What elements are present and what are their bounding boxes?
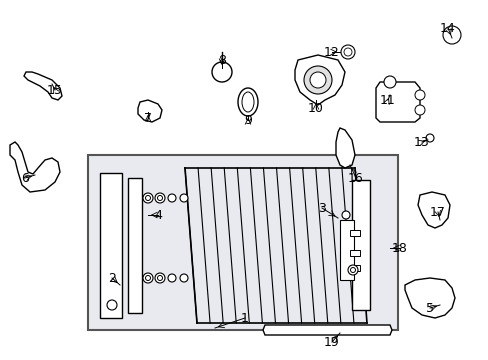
Circle shape	[145, 275, 150, 280]
Circle shape	[212, 62, 231, 82]
Circle shape	[157, 195, 162, 201]
Bar	[339, 220, 353, 280]
Bar	[349, 250, 359, 256]
Circle shape	[157, 275, 162, 280]
Polygon shape	[404, 278, 454, 318]
Text: 16: 16	[347, 171, 363, 185]
Text: 14: 14	[439, 22, 455, 35]
Text: 18: 18	[391, 242, 407, 255]
Circle shape	[180, 274, 187, 282]
Text: 9: 9	[244, 113, 251, 126]
Circle shape	[343, 48, 351, 56]
Circle shape	[309, 72, 325, 88]
Circle shape	[180, 194, 187, 202]
Circle shape	[168, 274, 176, 282]
Text: 4: 4	[154, 208, 162, 221]
Polygon shape	[138, 100, 162, 122]
Polygon shape	[263, 325, 391, 335]
Text: 11: 11	[379, 94, 395, 107]
Circle shape	[383, 76, 395, 88]
Bar	[100, 173, 122, 318]
Circle shape	[168, 194, 176, 202]
Bar	[128, 178, 142, 313]
Text: 5: 5	[425, 302, 433, 315]
Polygon shape	[10, 142, 60, 192]
Text: 12: 12	[324, 45, 339, 59]
Polygon shape	[294, 55, 345, 105]
Text: 6: 6	[21, 171, 29, 185]
Circle shape	[145, 195, 150, 201]
Bar	[349, 265, 359, 271]
Circle shape	[350, 267, 355, 273]
Text: 2: 2	[108, 271, 116, 284]
Bar	[88, 155, 397, 330]
Text: 1: 1	[241, 311, 248, 324]
Circle shape	[347, 265, 357, 275]
Text: 7: 7	[143, 112, 152, 125]
Circle shape	[425, 134, 433, 142]
Text: 10: 10	[307, 102, 323, 114]
Circle shape	[442, 26, 460, 44]
Polygon shape	[335, 128, 354, 168]
Circle shape	[414, 105, 424, 115]
Bar	[351, 180, 369, 310]
Polygon shape	[24, 72, 62, 100]
Circle shape	[155, 273, 164, 283]
Text: 8: 8	[218, 54, 225, 67]
Text: 3: 3	[317, 202, 325, 215]
Polygon shape	[417, 192, 449, 228]
Ellipse shape	[242, 92, 253, 112]
Circle shape	[107, 300, 117, 310]
Circle shape	[341, 211, 349, 219]
Circle shape	[142, 193, 153, 203]
Text: 17: 17	[429, 206, 445, 219]
Ellipse shape	[238, 88, 258, 116]
Circle shape	[340, 45, 354, 59]
Polygon shape	[375, 82, 419, 122]
Text: 19: 19	[324, 336, 339, 348]
Circle shape	[304, 66, 331, 94]
Circle shape	[155, 193, 164, 203]
Text: 15: 15	[47, 84, 63, 96]
Text: 13: 13	[413, 135, 429, 149]
Bar	[349, 230, 359, 236]
Circle shape	[414, 90, 424, 100]
Circle shape	[142, 273, 153, 283]
